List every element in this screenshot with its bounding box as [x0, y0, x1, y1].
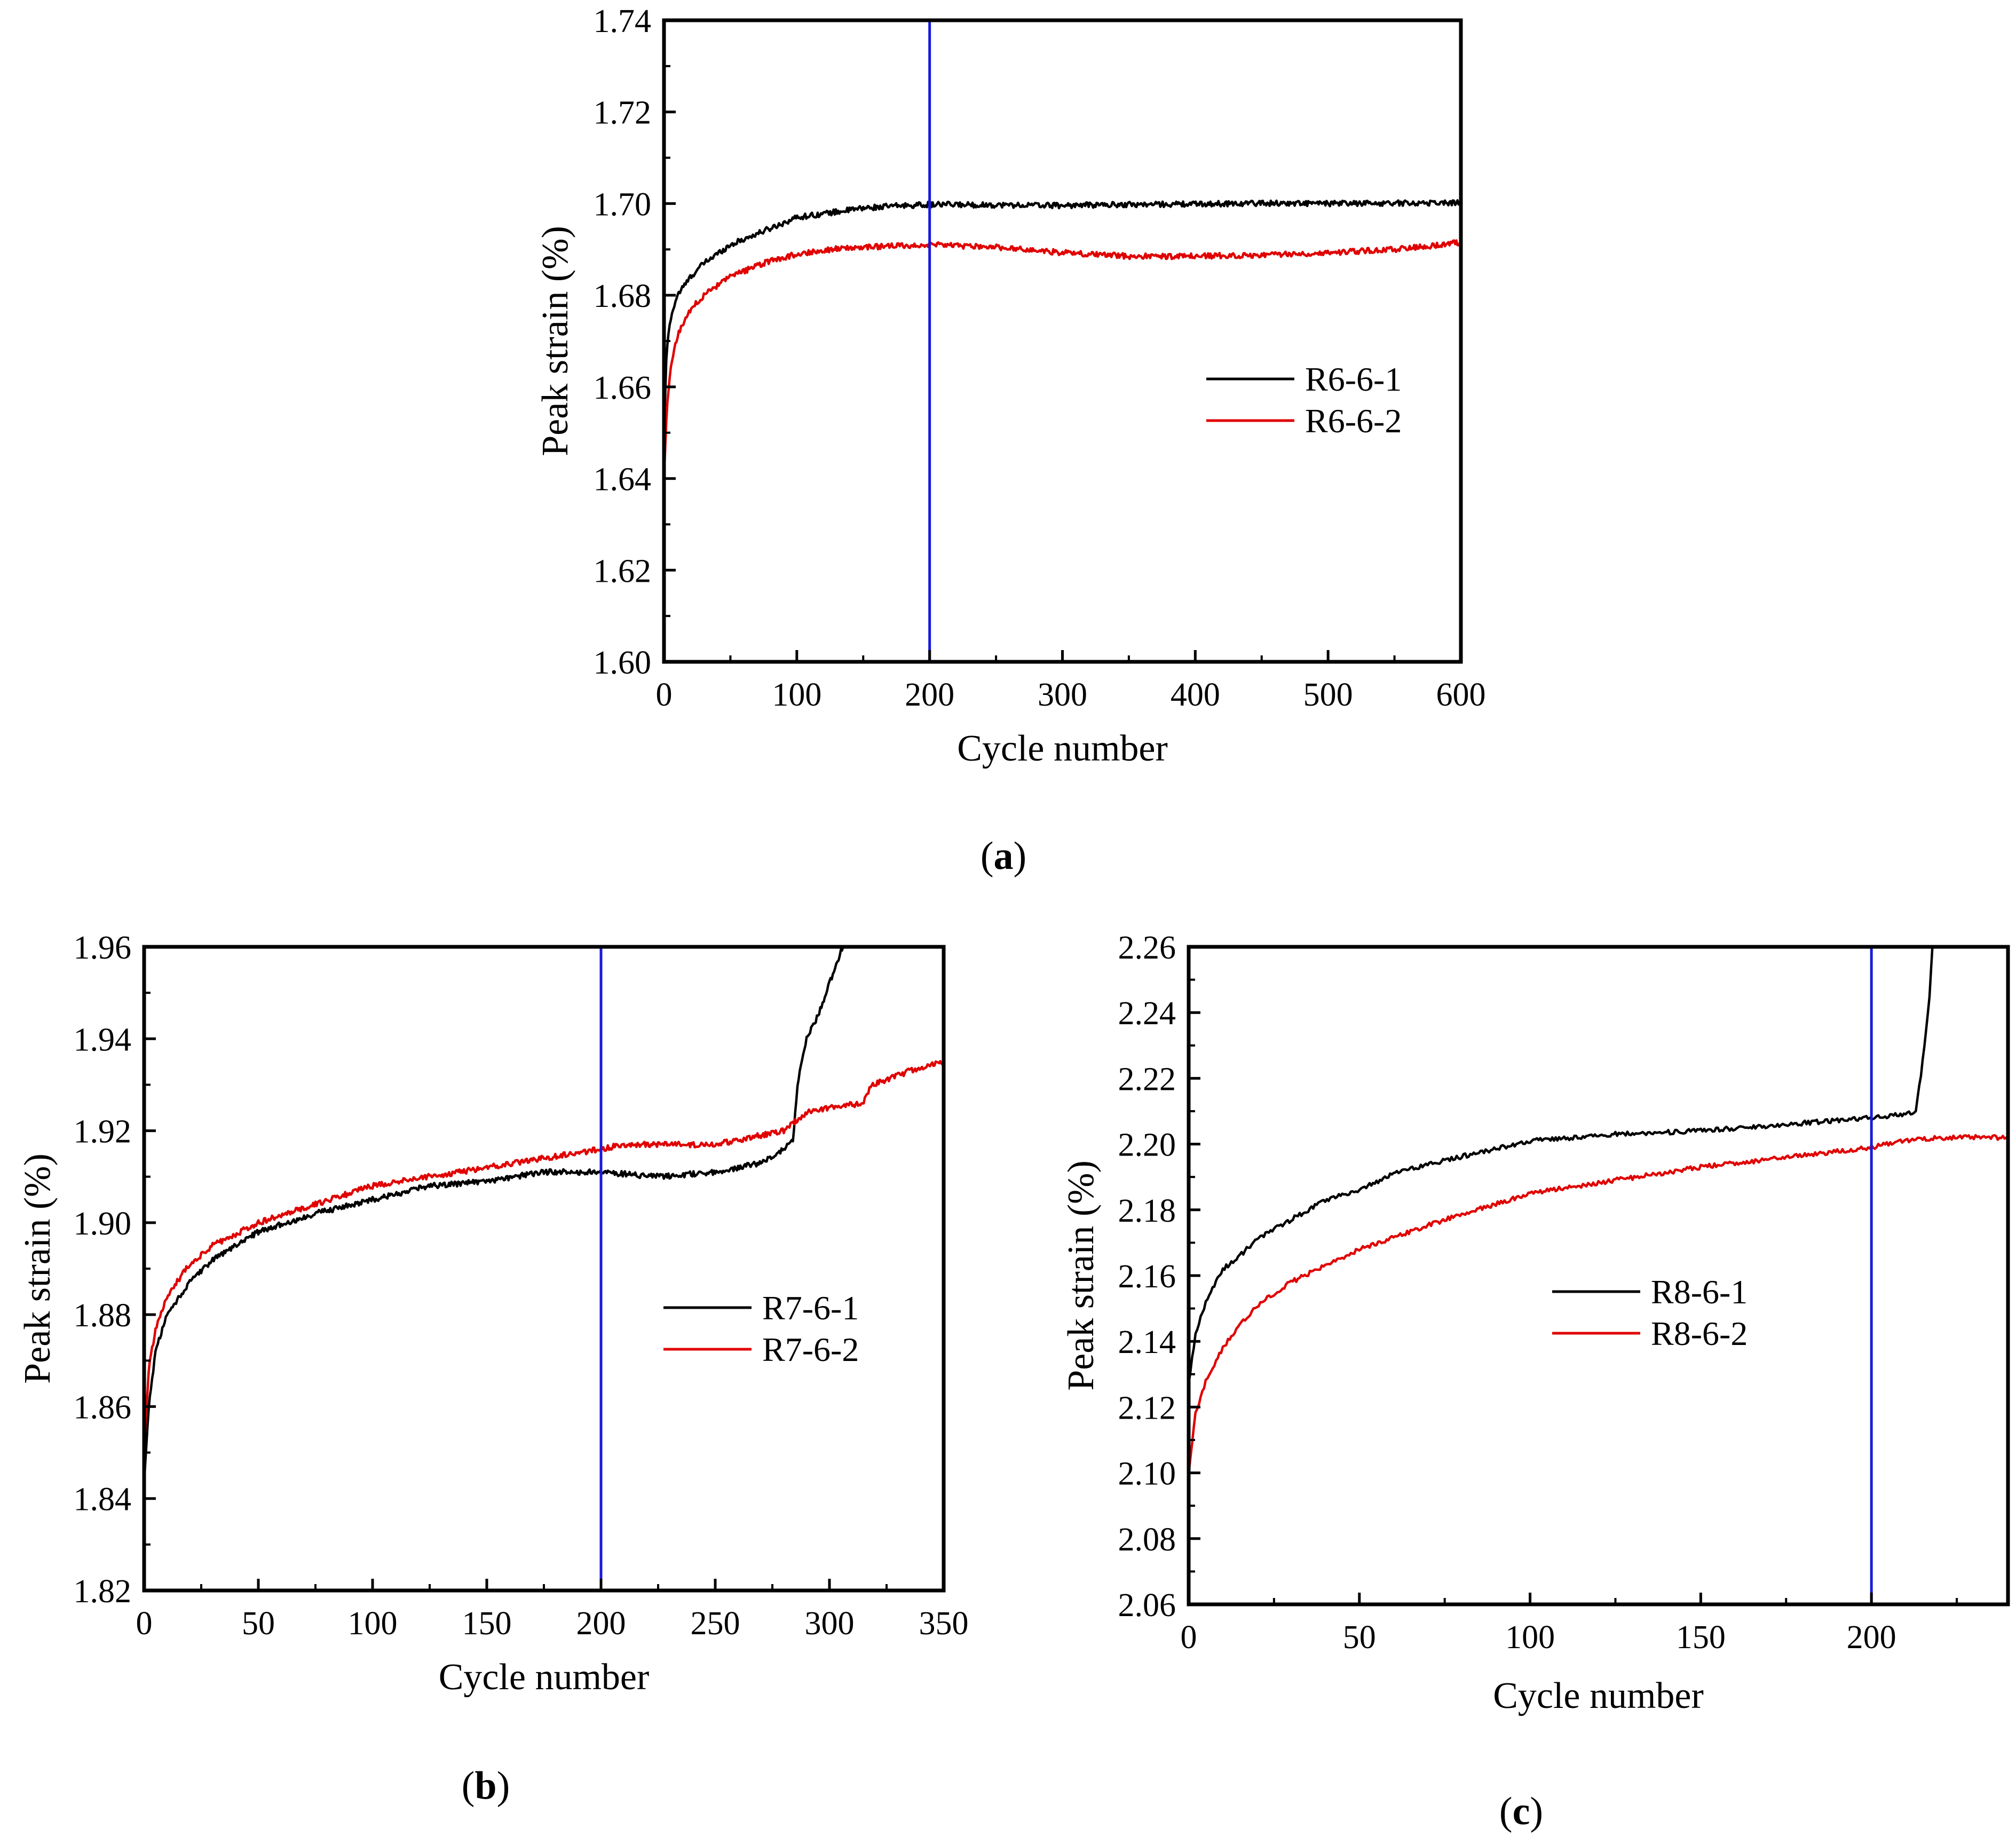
- chart-panel-c: 0 50 100 150 200 2.06 2.08 2.10 2.12 2.14 2.16 2.18…: [1061, 930, 2010, 1716]
- y-tick-label-2.08: 2.08: [1118, 1522, 1176, 1558]
- series-line-R8-6-1: [1189, 947, 1934, 1384]
- series-line-R7-6-1: [144, 947, 844, 1484]
- x-tick-label-200: 200: [905, 677, 954, 713]
- y-tick-label-1.72: 1.72: [594, 95, 652, 131]
- caption-a: (a): [981, 834, 1026, 878]
- y-tick-label-2.12: 2.12: [1118, 1390, 1176, 1426]
- x-tick-label-100: 100: [348, 1605, 398, 1642]
- x-tick-label-350: 350: [919, 1605, 969, 1642]
- legend-label-R7-6-2: R7-6-2: [762, 1331, 859, 1368]
- legend-label-R7-6-1: R7-6-1: [762, 1289, 859, 1327]
- y-tick-label-2.06: 2.06: [1118, 1587, 1176, 1624]
- x-axis-title: Cycle number: [957, 728, 1168, 769]
- y-tick-label-1.92: 1.92: [74, 1114, 132, 1150]
- y-tick-label-1.96: 1.96: [74, 930, 132, 966]
- y-tick-label-2.16: 2.16: [1118, 1259, 1176, 1295]
- y-tick-label-1.70: 1.70: [594, 186, 652, 223]
- legend-label-R6-6-1: R6-6-1: [1305, 360, 1402, 398]
- x-tick-label-600: 600: [1436, 677, 1486, 713]
- y-tick-label-1.90: 1.90: [74, 1206, 132, 1242]
- y-tick-label-1.84: 1.84: [74, 1482, 132, 1518]
- caption-b: (b): [462, 1764, 510, 1808]
- x-tick-label-50: 50: [242, 1605, 275, 1642]
- y-tick-label-1.62: 1.62: [594, 553, 652, 589]
- chart-panel-a: 0 100 200 300 400 500 600 1.60 1.62 1.64 1.66 1.68 1…: [535, 3, 1486, 769]
- y-tick-label-2.20: 2.20: [1118, 1127, 1176, 1164]
- y-tick-label-1.82: 1.82: [74, 1573, 132, 1610]
- legend-label-R6-6-2: R6-6-2: [1305, 402, 1402, 440]
- y-tick-label-2.26: 2.26: [1118, 930, 1176, 966]
- x-tick-label-300: 300: [805, 1605, 855, 1642]
- x-tick-label-100: 100: [1505, 1619, 1555, 1656]
- x-tick-label-250: 250: [691, 1605, 740, 1642]
- y-tick-label-1.68: 1.68: [594, 278, 652, 314]
- y-tick-label-2.24: 2.24: [1118, 995, 1176, 1032]
- y-axis-title: Peak strain (%): [17, 1153, 58, 1384]
- x-tick-label-200: 200: [576, 1605, 626, 1642]
- chart-panel-b: 0 50 100 150 200 250 300 350 1.82 1.84 1.86 1.88 1.9…: [17, 930, 969, 1698]
- y-tick-label-2.18: 2.18: [1118, 1193, 1176, 1229]
- caption-a-letter: a: [994, 834, 1014, 878]
- x-tick-label-400: 400: [1171, 677, 1220, 713]
- y-tick-label-1.74: 1.74: [594, 3, 652, 39]
- y-tick-label-2.22: 2.22: [1118, 1061, 1176, 1097]
- caption-b-letter: b: [475, 1764, 496, 1808]
- x-tick-label-500: 500: [1303, 677, 1353, 713]
- x-tick-label-0: 0: [136, 1605, 153, 1642]
- x-tick-label-50: 50: [1343, 1619, 1376, 1656]
- y-tick-label-1.64: 1.64: [594, 462, 652, 498]
- x-tick-label-200: 200: [1847, 1619, 1896, 1656]
- caption-c: (c): [1499, 1790, 1543, 1833]
- x-tick-label-300: 300: [1038, 677, 1087, 713]
- y-axis-title: Peak strain (%): [535, 226, 576, 456]
- x-tick-label-100: 100: [772, 677, 821, 713]
- x-axis-title: Cycle number: [439, 1657, 650, 1698]
- legend-label-R8-6-1: R8-6-1: [1651, 1273, 1748, 1311]
- series-line-R6-6-1: [664, 199, 1461, 431]
- x-tick-label-0: 0: [1181, 1619, 1197, 1656]
- y-tick-label-1.66: 1.66: [594, 370, 652, 406]
- y-tick-label-2.10: 2.10: [1118, 1456, 1176, 1492]
- caption-c-letter: c: [1513, 1790, 1530, 1833]
- x-tick-label-150: 150: [1676, 1619, 1726, 1656]
- y-axis-title: Peak strain (%): [1061, 1160, 1102, 1391]
- y-tick-label-1.86: 1.86: [74, 1389, 132, 1426]
- x-tick-label-150: 150: [462, 1605, 512, 1642]
- x-tick-label-0: 0: [656, 677, 673, 713]
- y-tick-label-2.14: 2.14: [1118, 1324, 1176, 1360]
- series-line-R6-6-2: [664, 239, 1461, 479]
- y-tick-label-1.60: 1.60: [594, 645, 652, 681]
- y-tick-label-1.94: 1.94: [74, 1022, 132, 1058]
- x-axis-title: Cycle number: [1493, 1675, 1704, 1716]
- legend-label-R8-6-2: R8-6-2: [1651, 1315, 1748, 1352]
- series-line-R7-6-2: [144, 1059, 944, 1450]
- y-tick-label-1.88: 1.88: [74, 1297, 132, 1334]
